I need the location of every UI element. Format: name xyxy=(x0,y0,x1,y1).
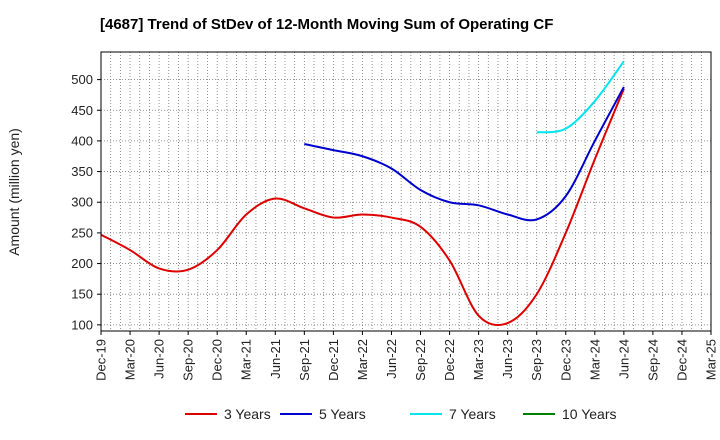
x-tick-label: Dec-19 xyxy=(94,339,109,381)
chart-title: [4687] Trend of StDev of 12-Month Moving… xyxy=(100,16,553,33)
y-tick-label: 250 xyxy=(71,225,93,240)
y-tick-label: 400 xyxy=(71,133,93,148)
x-tick-label: Mar-21 xyxy=(239,339,254,380)
x-tick-label: Mar-24 xyxy=(587,339,602,380)
x-tick-label: Mar-22 xyxy=(355,339,370,380)
plot-area xyxy=(101,52,711,331)
x-tick-label: Sep-23 xyxy=(529,339,544,381)
x-tick-label: Dec-24 xyxy=(674,339,689,381)
x-tick-label: Jun-20 xyxy=(152,339,167,379)
x-tick-label: Dec-22 xyxy=(442,339,457,381)
series-line-5-years xyxy=(304,86,625,222)
x-tick-label: Jun-21 xyxy=(268,339,283,379)
legend: 3 Years 5 Years 7 Years 10 Years xyxy=(185,406,617,422)
y-tick-label: 300 xyxy=(71,195,93,210)
series-line-3-years xyxy=(100,88,625,327)
x-tick-label: Dec-23 xyxy=(558,339,573,381)
plot-frame xyxy=(100,51,712,332)
x-tick-label: Sep-21 xyxy=(297,339,312,381)
y-tick-label: 500 xyxy=(71,72,93,87)
x-tick-label: Dec-21 xyxy=(326,339,341,381)
x-tick-label: Dec-20 xyxy=(210,339,225,381)
y-tick-label: 150 xyxy=(71,287,93,302)
x-tick-label: Jun-22 xyxy=(384,339,399,379)
series-lines xyxy=(100,60,625,327)
legend-label-10-years: 10 Years xyxy=(562,406,617,422)
x-tick-label: Sep-22 xyxy=(413,339,428,381)
y-tick-label: 450 xyxy=(71,103,93,118)
x-tick-label: Sep-24 xyxy=(645,339,660,381)
x-tick-label: Mar-23 xyxy=(471,339,486,380)
y-tick-label: 350 xyxy=(71,164,93,179)
x-tick-label: Jun-23 xyxy=(500,339,515,379)
legend-label-5-years: 5 Years xyxy=(319,406,366,422)
x-tick-label: Sep-20 xyxy=(181,339,196,381)
legend-label-7-years: 7 Years xyxy=(449,406,496,422)
x-tick-labels: Dec-19 Mar-20 Jun-20 Sep-20 Dec-20 Mar-21 Jun-… xyxy=(94,331,719,381)
series-line-7-years xyxy=(536,60,625,134)
y-tick-labels: 100 150 200 250 300 350 400 450 500 xyxy=(71,72,101,332)
legend-label-3-years: 3 Years xyxy=(224,406,271,422)
x-tick-label: Mar-25 xyxy=(704,339,719,380)
x-tick-label: Jun-24 xyxy=(616,339,631,379)
y-axis-label: Amount (million yen) xyxy=(6,128,22,256)
y-tick-label: 200 xyxy=(71,256,93,271)
y-tick-label: 100 xyxy=(71,317,93,332)
x-tick-label: Mar-20 xyxy=(123,339,138,380)
